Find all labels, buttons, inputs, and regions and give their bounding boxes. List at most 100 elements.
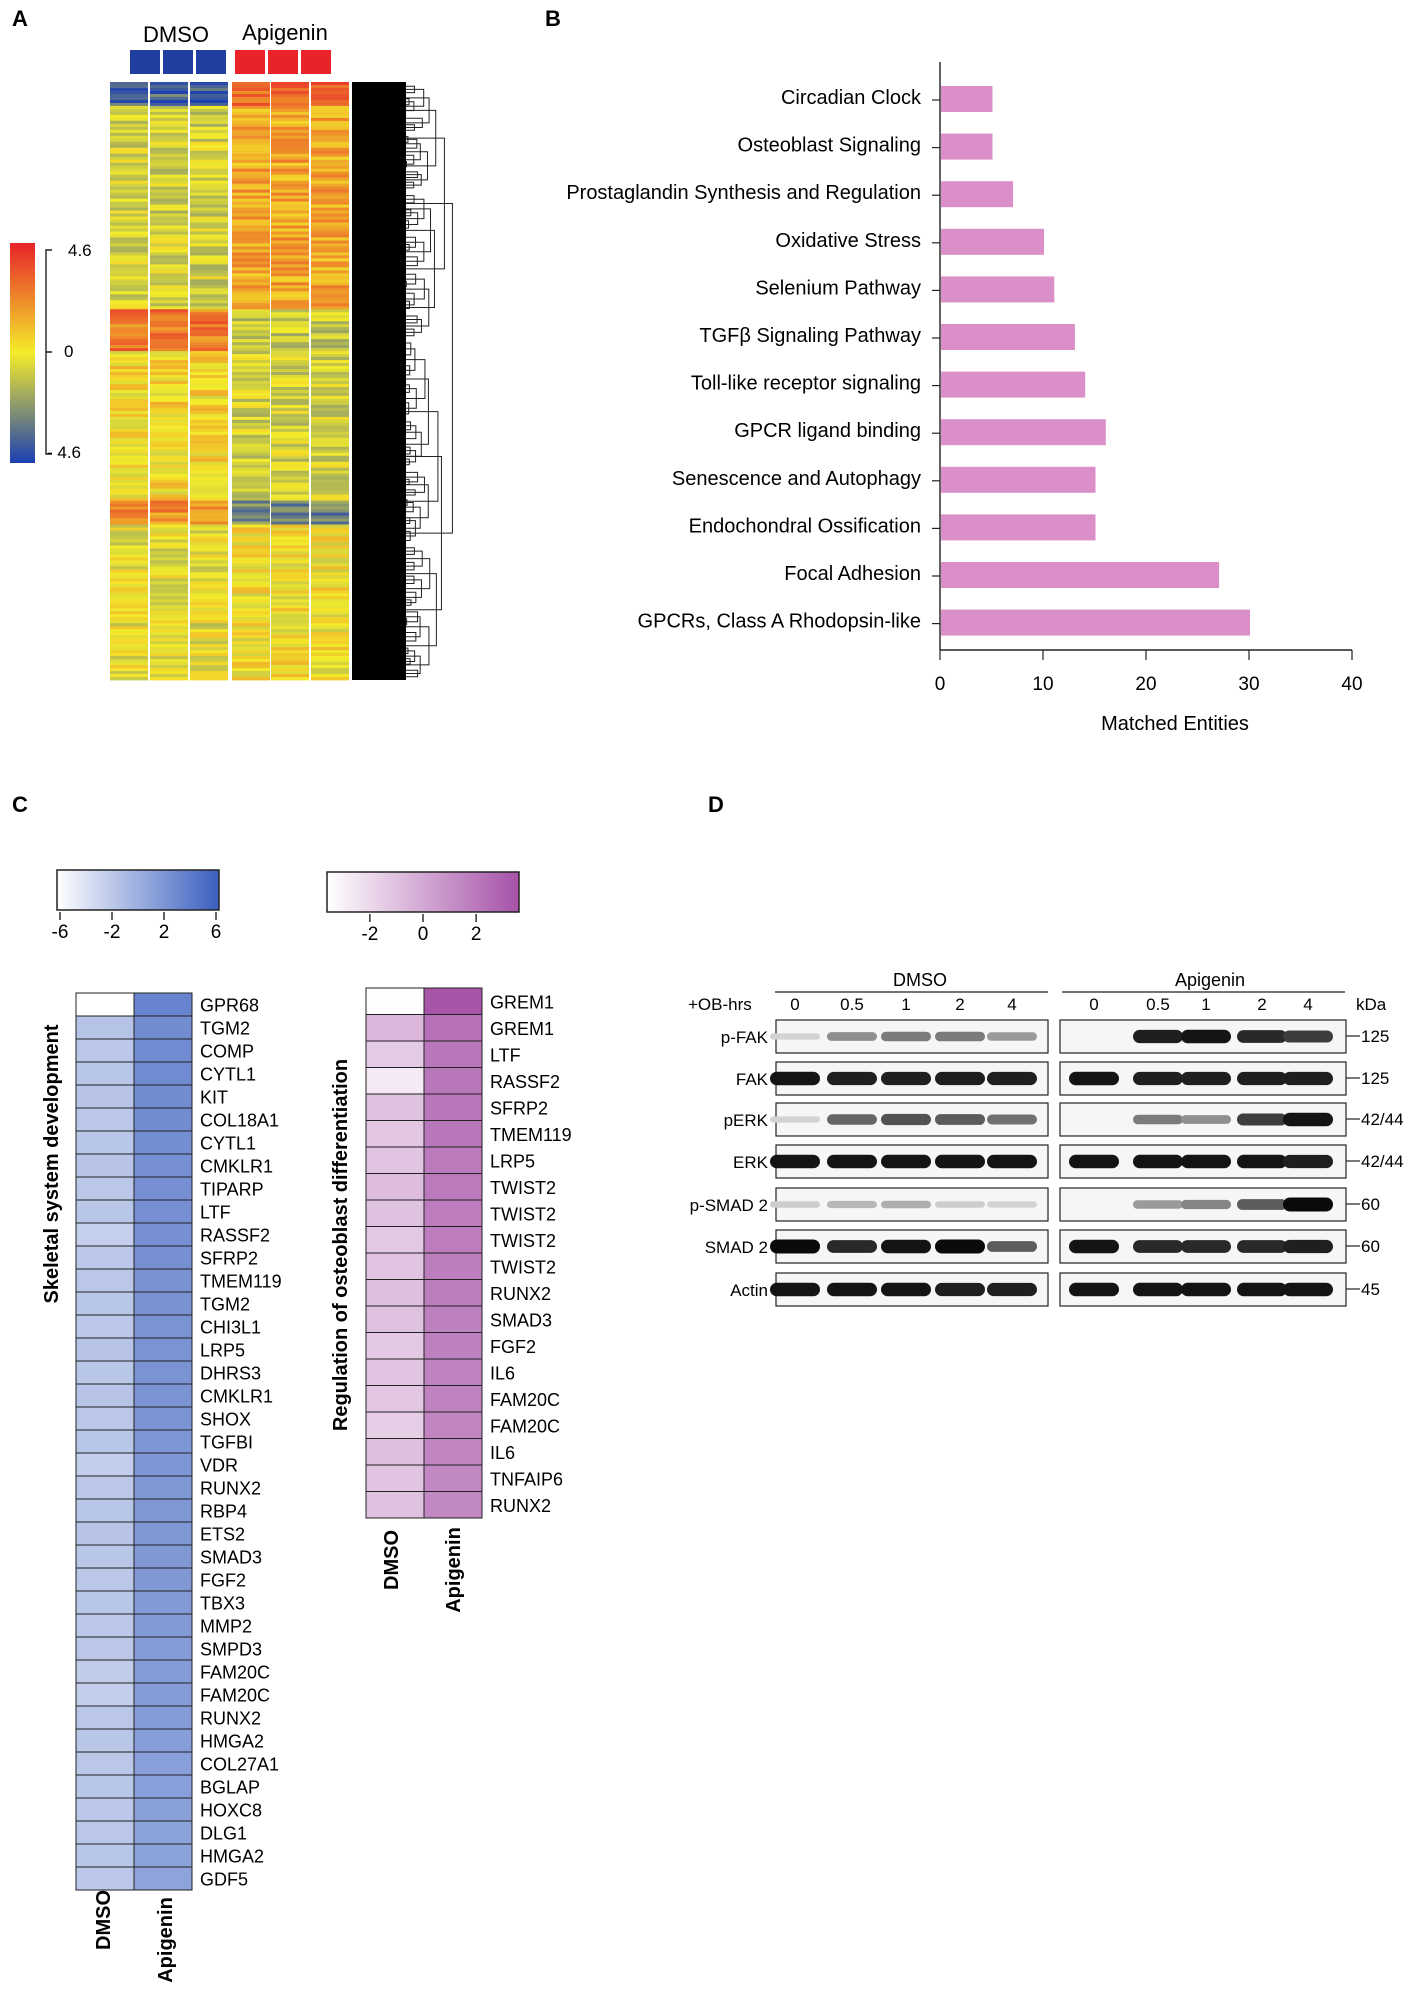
heatmap-a-cell <box>190 129 228 134</box>
heatmap-a-cell <box>232 473 270 478</box>
heatmap-a-cell <box>150 383 188 388</box>
heatmap-2-cell-dmso <box>365 1491 425 1519</box>
dendrogram-leaves <box>352 82 406 680</box>
heatmap-a-cell <box>232 611 270 615</box>
heatmap-a-cell <box>311 428 349 433</box>
category-label: GPCR ligand binding <box>734 420 921 442</box>
heatmap-a-cell <box>190 539 228 543</box>
heatmap-a-cell <box>271 653 309 657</box>
heatmap-a-cell <box>110 650 148 654</box>
heatmap-a-cell <box>311 440 349 445</box>
heatmap-a-cell <box>271 641 309 645</box>
heatmap-2-cell-apigenin <box>423 1464 483 1492</box>
heatmap-a-cell <box>110 617 148 621</box>
heatmap-a-cell <box>190 617 228 621</box>
heatmap-a-cell <box>271 617 309 621</box>
heatmap-a-cell <box>271 351 309 355</box>
heatmap-a-cell <box>311 482 349 487</box>
heatmap-a-cell <box>232 120 270 125</box>
heatmap-a-cell <box>150 321 188 325</box>
heatmap-a-cell <box>150 413 188 418</box>
blot-band <box>770 1201 820 1208</box>
heatmap-a-cell <box>311 653 349 657</box>
blot-band <box>1133 1029 1183 1044</box>
blot-row: FAK 125 <box>736 1061 1389 1096</box>
heatmap-a-cell <box>150 165 188 170</box>
heatmap-a-cell <box>110 383 148 388</box>
heatmap-a-cell <box>271 84 309 89</box>
heatmap-a-cell <box>150 201 188 205</box>
heatmap-a-cell <box>190 590 228 594</box>
heatmap-a-cell <box>232 336 270 340</box>
heatmap-a-cell <box>150 461 188 466</box>
heatmap-a-cell <box>190 476 228 481</box>
heatmap-a-cell <box>232 533 270 537</box>
heatmap-1-cell-apigenin <box>133 1314 193 1339</box>
heatmap-a-cell <box>110 147 148 152</box>
heatmap-a-cell <box>271 677 309 681</box>
heatmap-a-cell <box>190 105 228 110</box>
heatmap-a-cell <box>311 437 349 442</box>
heatmap-2-gene-label: FGF2 <box>490 1337 536 1357</box>
heatmap-1-cell-apigenin <box>133 1360 193 1385</box>
heatmap-a-cell <box>311 431 349 436</box>
heatmap-a-cell <box>232 279 270 283</box>
heatmap-a-cell <box>311 587 349 591</box>
blot-row: SMAD 2 60 <box>705 1229 1380 1264</box>
heatmap-1-gene-label: RUNX2 <box>200 1479 261 1499</box>
heatmap-a-cell <box>150 563 188 567</box>
heatmap-a-cell <box>311 282 349 286</box>
group-box-apigenin <box>268 50 298 74</box>
heatmap-a-cell <box>150 111 188 116</box>
heatmap-a-cell <box>311 548 349 552</box>
heatmap-a-cell <box>190 626 228 630</box>
heatmap-a-cell <box>150 533 188 537</box>
heatmap-a-cell <box>271 189 309 194</box>
heatmap-2-gene-label: IL6 <box>490 1363 515 1383</box>
category-label: Circadian Clock <box>781 87 922 109</box>
heatmap-a-cell <box>150 569 188 573</box>
heatmap-1-cell-dmso <box>75 1544 135 1569</box>
heatmap-a-column-6 <box>311 82 349 681</box>
heatmap-a-cell <box>110 324 148 328</box>
heatmap-a-cell <box>271 602 309 606</box>
heatmap-a-cell <box>190 348 228 352</box>
heatmap-a-cell <box>110 345 148 349</box>
heatmap-a-cell <box>232 527 270 531</box>
heatmap-a-cell <box>311 258 349 262</box>
heatmap-a-cell <box>232 536 270 540</box>
blot-row-label: pERK <box>724 1111 769 1130</box>
heatmap-a-cell <box>110 183 148 188</box>
heatmap-a-cell <box>271 249 309 253</box>
heatmap-a-column-1 <box>110 82 148 681</box>
heatmap-a-cell <box>110 90 148 95</box>
heatmap-1-cell-dmso <box>75 1843 135 1868</box>
heatmap-a-cell <box>232 440 270 445</box>
heatmap-a-cell <box>190 237 228 241</box>
heatmap-1-gene-label: CMKLR1 <box>200 1157 273 1177</box>
heatmap-a-cell <box>271 491 309 496</box>
panel-c-heatmaps: -6 -2 2 6 -2 0 2 GPR68TGM2COMPCYTL1KITCOL18A1… <box>41 869 572 1983</box>
heatmap-a-cell <box>190 168 228 173</box>
group-box-dmso <box>196 50 226 74</box>
heatmap-a-cell <box>271 360 309 364</box>
heatmap-a-cell <box>311 596 349 600</box>
heatmap-a-cell <box>110 342 148 346</box>
heatmap-a-cell <box>232 392 270 397</box>
heatmap-a-cell <box>110 524 148 528</box>
heatmap-a-cell <box>150 129 188 134</box>
heatmap-a-cell <box>232 228 270 232</box>
heatmap-a-cell <box>271 590 309 594</box>
heatmap-a-cell <box>190 416 228 421</box>
heatmap-a-cell <box>110 581 148 585</box>
heatmap-a-cell <box>311 150 349 155</box>
heatmap-a-cell <box>110 366 148 370</box>
heatmap-a-cell <box>190 312 228 316</box>
heatmap-a-cell <box>311 342 349 346</box>
heatmap-1-cell-dmso <box>75 1774 135 1799</box>
heatmap-a-cell <box>271 216 309 220</box>
heatmap-a-cell <box>110 279 148 283</box>
heatmap-a-cell <box>150 425 188 430</box>
heatmap-a-cell <box>190 87 228 92</box>
